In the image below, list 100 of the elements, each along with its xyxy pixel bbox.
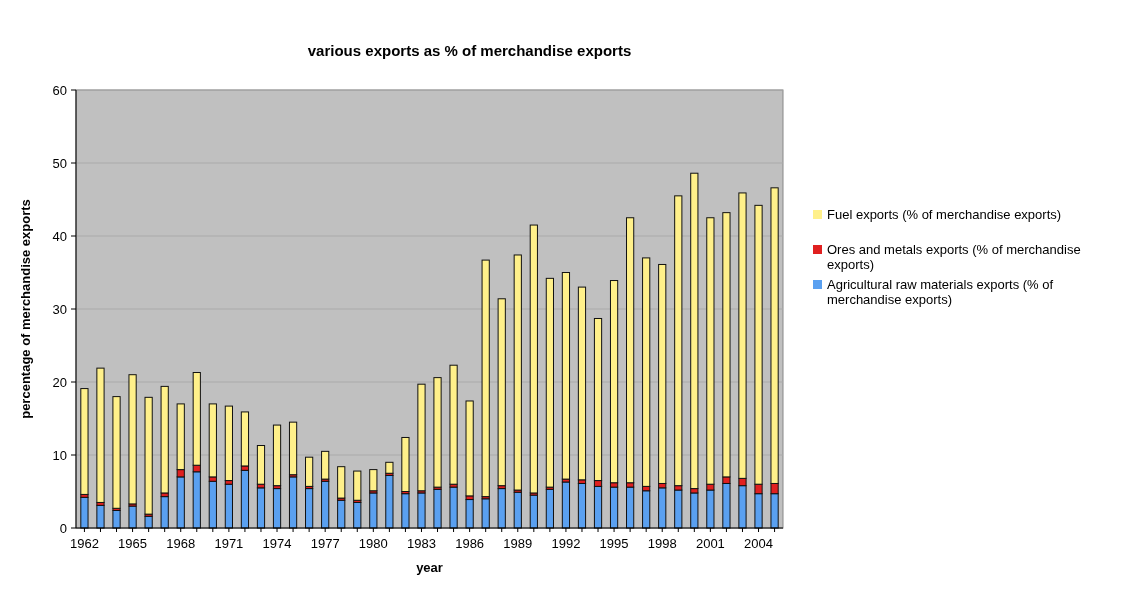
x-tick-label: 1992 [551,536,581,551]
bar [577,286,587,481]
bar [577,482,587,529]
legend-label: Fuel exports (% of merchandise exports) [827,207,1062,222]
bar [160,385,169,494]
bar [497,298,506,487]
bar [722,482,731,529]
bar [609,280,619,484]
x-tick-label: 1995 [599,536,629,551]
bar [529,224,538,494]
bar [112,509,121,529]
bar [240,469,250,529]
bar [401,493,410,529]
bar [593,485,603,529]
bar [561,481,571,529]
bar [609,486,619,529]
bar [690,172,699,490]
bar [401,436,410,492]
x-tick-label: 1983 [407,536,436,551]
bar [96,504,105,529]
bar [80,388,89,495]
bar [449,364,458,485]
x-axis-title: year [416,560,443,575]
x-tick-label: 1989 [503,536,533,551]
bar [417,492,426,529]
bar [690,492,699,529]
bar [369,492,378,529]
bar [642,490,651,529]
x-tick-label: 1986 [455,536,485,551]
x-tick-label: 1971 [214,536,244,551]
bar [305,456,314,487]
bar [112,396,121,509]
bar [513,254,522,491]
x-tick-label: 1977 [310,536,340,551]
bar [96,367,105,503]
bar [321,480,330,529]
bar [224,483,233,529]
y-tick-label: 50 [52,155,67,171]
bar [353,470,362,501]
bar [465,499,474,529]
x-tick-label: 1962 [69,536,99,551]
y-tick-label: 10 [52,447,67,463]
bar [706,489,715,529]
bar [449,486,458,529]
y-tick-label: 60 [52,82,67,98]
bar [288,421,298,476]
bar [288,476,298,529]
bar [465,400,474,497]
bar [240,411,250,467]
bar [497,488,506,529]
bar [144,396,153,515]
bar [160,496,169,529]
y-tick-label: 20 [52,374,67,390]
x-tick-label: 2001 [695,536,725,551]
x-tick-label: 1974 [262,536,292,551]
bar [208,480,217,529]
y-tick-label: 40 [52,228,67,244]
legend-label: Agricultural raw materials exports (% of merchandise exports) [827,277,1054,307]
bar [256,445,266,485]
bar [385,474,394,529]
bar [642,257,651,487]
x-tick-label: 1968 [166,536,196,551]
bar [256,487,266,529]
bar [272,488,282,529]
x-tick-label: 1980 [358,536,388,551]
bar [545,277,554,488]
bar [529,494,538,529]
legend-label: Ores and metals exports (% of merchandise exports) [827,242,1081,272]
x-tick-label: 1998 [647,536,677,551]
bar [369,469,378,492]
chart-title: various exports as % of merchandise exports [307,42,632,59]
bar [208,403,217,478]
bar [321,450,330,480]
bar [513,491,522,529]
bar [674,195,683,487]
bar [128,505,137,529]
bar [433,488,442,529]
bar [385,461,394,474]
bar [561,272,571,480]
bar [305,488,314,529]
bar [337,466,346,499]
y-tick-label: 30 [52,301,67,317]
bar [674,489,683,529]
bar [272,424,282,487]
y-tick-label: 0 [59,520,67,536]
bar [626,486,635,529]
bar [481,498,490,529]
bar [224,405,233,482]
bar [481,259,490,498]
bar [658,487,667,529]
bar [417,383,426,492]
x-tick-label: 2004 [744,536,773,551]
y-axis-title: percentage of merchandise exports [18,199,33,419]
bar [626,217,635,484]
bar [545,488,554,529]
bar [433,377,442,488]
bar [128,374,137,505]
bar [353,501,362,529]
bar [80,496,89,529]
x-tick-label: 1965 [118,536,148,551]
